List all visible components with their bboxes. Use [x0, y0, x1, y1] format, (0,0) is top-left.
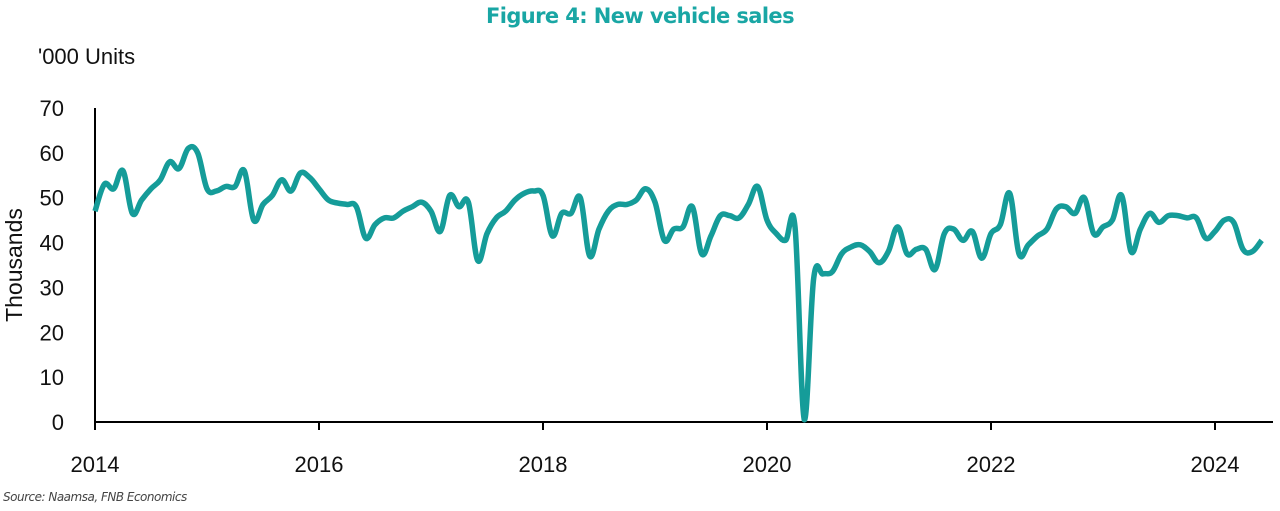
x-tick-label: 2018 — [519, 452, 568, 477]
series-layer — [92, 143, 1264, 423]
y-tick-label: 70 — [40, 96, 64, 121]
x-axis-ticks: 2014 2016 2018 2020 2022 2024 — [71, 422, 1240, 477]
x-tick-label: 2016 — [295, 452, 344, 477]
y-tick-label: 30 — [40, 275, 64, 300]
y-axis-ticks: 0 10 20 30 40 50 60 70 — [40, 96, 64, 435]
y-tick-label: 20 — [40, 320, 64, 345]
x-tick-label: 2020 — [743, 452, 792, 477]
series-line-new-vehicle-sales — [92, 143, 1264, 423]
y-tick-label: 50 — [40, 186, 64, 211]
y-axis-label: Thousands — [1, 208, 27, 322]
x-tick-label: 2024 — [1191, 452, 1240, 477]
chart-title: Figure 4: New vehicle sales — [486, 4, 795, 28]
units-label: '000 Units — [38, 44, 136, 69]
y-tick-label: 0 — [52, 410, 64, 435]
x-tick-label: 2014 — [71, 452, 120, 477]
source-note: Source: Naamsa, FNB Economics — [3, 490, 187, 504]
x-tick-label: 2022 — [967, 452, 1016, 477]
y-tick-label: 60 — [40, 141, 64, 166]
y-tick-label: 10 — [40, 365, 64, 390]
y-tick-label: 40 — [40, 231, 64, 256]
